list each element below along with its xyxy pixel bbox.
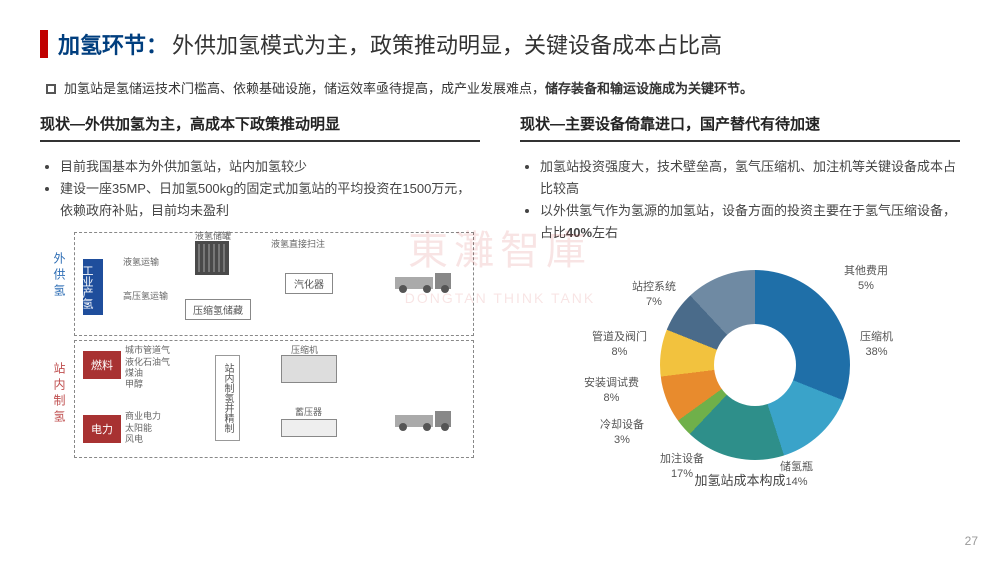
chart-label-6: 站控系统 7% <box>632 280 676 309</box>
right-subheader: 现状—主要设备倚靠进口，国产替代有待加速 <box>520 113 960 142</box>
slide-title-row: 加氢环节：外供加氢模式为主，政策推动明显，关键设备成本占比高 <box>40 28 960 60</box>
chart-label-3: 冷却设备 3% <box>600 418 644 447</box>
flow-tag-fuel: 燃料 <box>83 351 121 379</box>
flow-side-label-top: 外供氢 <box>46 252 68 300</box>
flow-tag-industry: 工业产氢 <box>83 259 103 315</box>
flow-node-onsite-produce: 站内制氢并精制 <box>215 355 240 441</box>
title-main: 加氢环节： <box>58 33 168 58</box>
chart-label-0: 压缩机 38% <box>860 330 893 359</box>
flow-label-hp-transport: 高压氢运输 <box>123 289 168 302</box>
chart-label-5: 管道及阀门 8% <box>592 330 647 359</box>
left-bullet-2: 建设一座35MP、日加氢500kg的固定式加氢站的平均投资在1500万元，依赖政… <box>60 178 480 222</box>
flow-compressor-icon <box>281 355 337 383</box>
flow-node-compressed-storage: 压缩氢储藏 <box>185 299 251 320</box>
flow-label-storage: 液氢储罐 <box>195 229 231 242</box>
flow-label-liquid-transport: 液氢运输 <box>123 255 159 268</box>
donut-chart: 压缩机 38%储氢瓶 14%加注设备 17%冷却设备 3%安装调试费 8%管道及… <box>520 250 960 510</box>
right-bullet-list: 加氢站投资强度大，技术壁垒高，氢气压缩机、加注机等关键设备成本占比较高 以外供氢… <box>520 156 960 244</box>
flow-accumulator-icon <box>281 419 337 437</box>
left-bullet-1: 目前我国基本为外供加氢站，站内加氢较少 <box>60 156 480 178</box>
flow-tag-power: 电力 <box>83 415 121 443</box>
flow-truck-icon-1 <box>395 263 451 293</box>
right-bullet-2: 以外供氢气作为氢源的加氢站，设备方面的投资主要在于氢气压缩设备，占比40%左右 <box>540 200 960 244</box>
lead-bullet-icon <box>46 84 56 94</box>
flow-diagram: 外供氢 站内制氢 工业产氢 液氢运输 高压氢运输 液氢储罐 压缩氢储藏 液氢直接… <box>40 232 480 462</box>
lead-paragraph: 加氢站是氢储运技术门槛高、依赖基础设施，储运效率亟待提高，成产业发展难点，储存装… <box>40 78 960 97</box>
right-bullet-1: 加氢站投资强度大，技术壁垒高，氢气压缩机、加注机等关键设备成本占比较高 <box>540 156 960 200</box>
lead-prefix: 加氢站是氢储运技术门槛高、依赖基础设施，储运效率亟待提高，成产业发展难点， <box>64 81 545 96</box>
flow-power-list: 商业电力 太阳能 风电 <box>125 411 161 445</box>
flow-storage-icon <box>195 241 229 275</box>
chart-title: 加氢站成本构成 <box>520 470 960 489</box>
flow-fuel-list: 城市管道气 液化石油气 煤油 甲醇 <box>125 345 170 390</box>
flow-label-accumulator: 蓄压器 <box>295 405 322 418</box>
left-subheader: 现状—外供加氢为主，高成本下政策推动明显 <box>40 113 480 142</box>
right-column: 现状—主要设备倚靠进口，国产替代有待加速 加氢站投资强度大，技术壁垒高，氢气压缩… <box>520 113 960 510</box>
title-accent-bar <box>40 30 48 58</box>
title-sub: 外供加氢模式为主，政策推动明显，关键设备成本占比高 <box>172 33 722 58</box>
flow-label-direct-inject: 液氢直接扫注 <box>271 237 325 250</box>
flow-truck-icon-2 <box>395 401 451 431</box>
slide-title: 加氢环节：外供加氢模式为主，政策推动明显，关键设备成本占比高 <box>58 28 722 60</box>
chart-label-7: 其他费用 5% <box>844 264 888 293</box>
left-column: 现状—外供加氢为主，高成本下政策推动明显 目前我国基本为外供加氢站，站内加氢较少… <box>40 113 480 510</box>
flow-zone-onsite: 燃料 电力 城市管道气 液化石油气 煤油 甲醇 商业电力 太阳能 风电 站内制氢… <box>74 340 474 458</box>
lead-strong: 储存装备和输运设施成为关键环节。 <box>545 81 753 96</box>
left-bullet-list: 目前我国基本为外供加氢站，站内加氢较少 建设一座35MP、日加氢500kg的固定… <box>40 156 480 222</box>
flow-zone-external: 工业产氢 液氢运输 高压氢运输 液氢储罐 压缩氢储藏 液氢直接扫注 汽化器 <box>74 232 474 336</box>
flow-node-vaporizer: 汽化器 <box>285 273 333 294</box>
donut-ring <box>660 270 850 460</box>
donut-hole <box>714 324 796 406</box>
page-number: 27 <box>965 534 978 548</box>
chart-label-4: 安装调试费 8% <box>584 376 639 405</box>
flow-side-label-bot: 站内制氢 <box>46 362 68 426</box>
